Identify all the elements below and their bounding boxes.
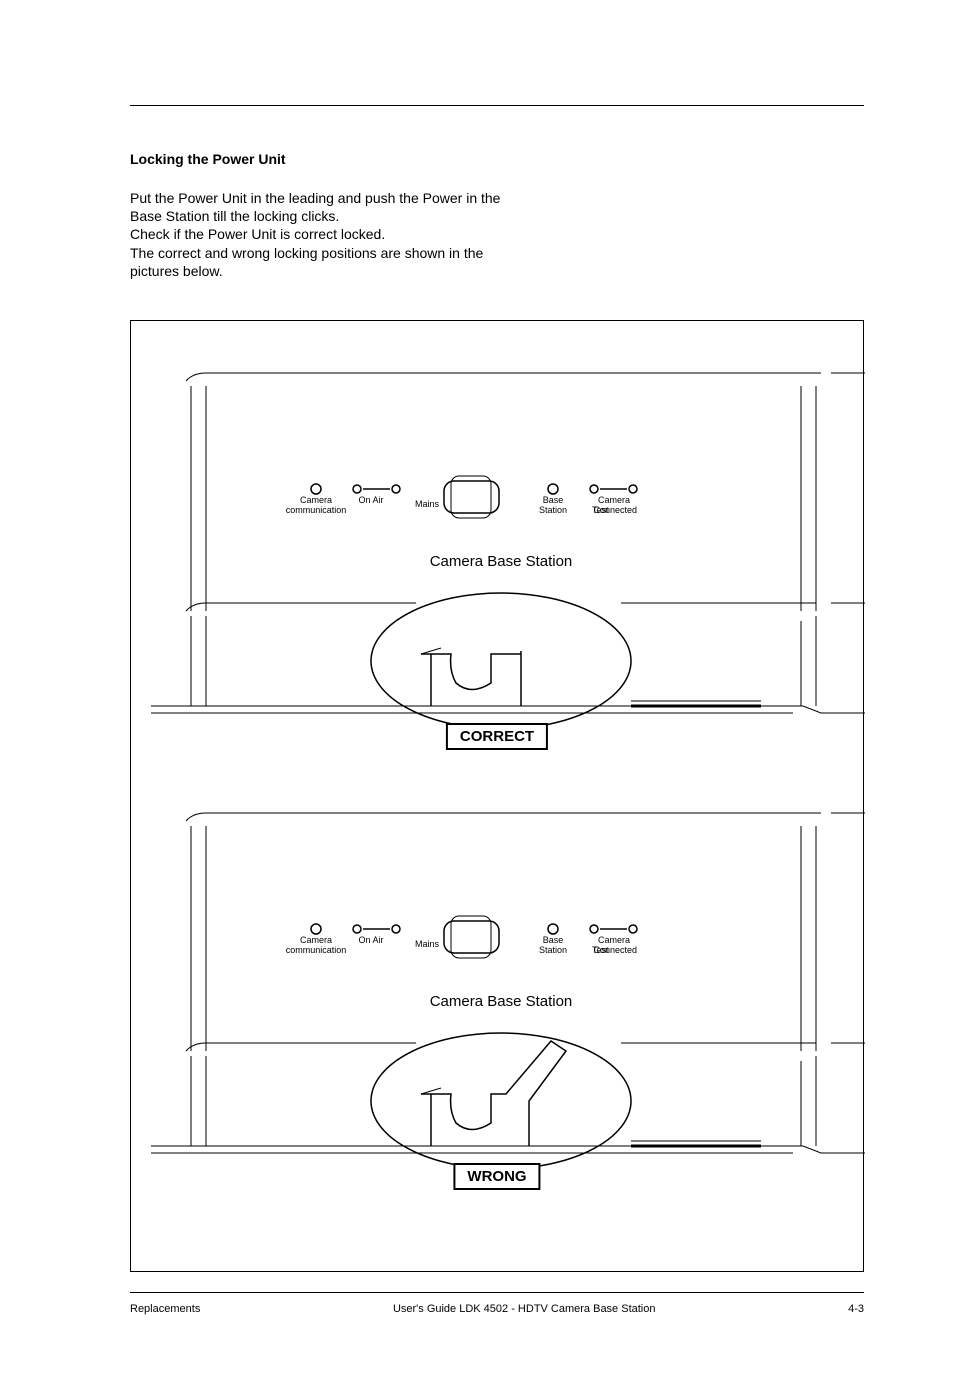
- body-line: Check if the Power Unit is correct locke…: [130, 225, 570, 243]
- wrong-label: WRONG: [453, 1163, 540, 1190]
- diagram-box: Camera communication On Air Mains Base S…: [130, 320, 864, 1272]
- svg-text:Camera: Camera: [300, 495, 332, 505]
- diagram-correct-svg: Camera communication On Air Mains Base S…: [131, 351, 865, 761]
- footer-center: User's Guide LDK 4502 - HDTV Camera Base…: [393, 1303, 656, 1315]
- svg-text:Camera: Camera: [598, 495, 630, 505]
- body-line: The correct and wrong locking positions …: [130, 244, 570, 262]
- svg-text:Connected: Connected: [593, 945, 637, 955]
- svg-text:communication: communication: [286, 945, 347, 955]
- svg-text:Station: Station: [539, 945, 567, 955]
- panel-correct: Camera communication On Air Mains Base S…: [131, 351, 863, 791]
- panel-wrong: Camera communication On Air Mains Base S…: [131, 791, 863, 1231]
- correct-label: CORRECT: [446, 723, 548, 750]
- svg-text:Connected: Connected: [593, 505, 637, 515]
- body-line: Base Station till the locking clicks.: [130, 207, 570, 225]
- svg-text:Mains: Mains: [415, 499, 440, 509]
- svg-text:communication: communication: [286, 505, 347, 515]
- body-text: Put the Power Unit in the leading and pu…: [130, 189, 570, 280]
- section-title: Locking the Power Unit: [130, 151, 864, 167]
- svg-text:Camera Base Station: Camera Base Station: [430, 993, 573, 1010]
- footer-left: Replacements: [130, 1303, 200, 1315]
- svg-text:On Air: On Air: [358, 935, 383, 945]
- body-line: Put the Power Unit in the leading and pu…: [130, 189, 570, 207]
- svg-text:Base: Base: [543, 935, 564, 945]
- svg-text:On Air: On Air: [358, 495, 383, 505]
- page: Locking the Power Unit Put the Power Uni…: [0, 0, 954, 1375]
- svg-text:Base: Base: [543, 495, 564, 505]
- svg-text:Camera Base Station: Camera Base Station: [430, 553, 573, 570]
- top-rule: [130, 105, 864, 106]
- footer: Replacements User's Guide LDK 4502 - HDT…: [130, 1293, 864, 1315]
- svg-text:Station: Station: [539, 505, 567, 515]
- diagram-wrong-svg: Camera communication On Air Mains Base S…: [131, 791, 865, 1201]
- svg-text:Camera: Camera: [598, 935, 630, 945]
- body-line: pictures below.: [130, 262, 570, 280]
- svg-text:Mains: Mains: [415, 939, 440, 949]
- svg-text:Camera: Camera: [300, 935, 332, 945]
- footer-right: 4-3: [848, 1303, 864, 1315]
